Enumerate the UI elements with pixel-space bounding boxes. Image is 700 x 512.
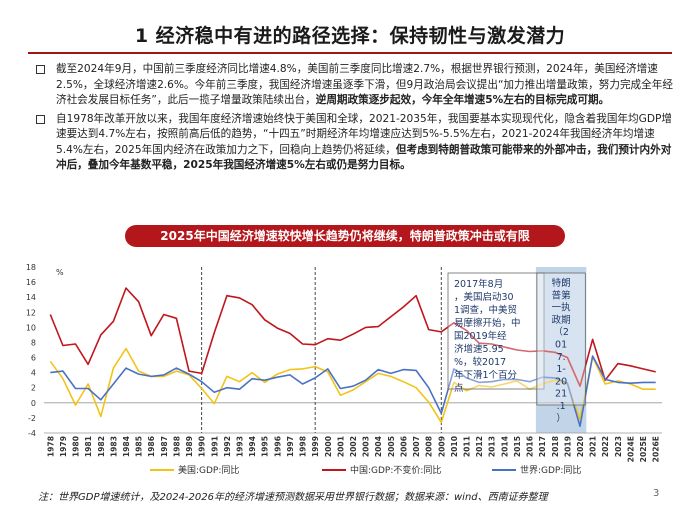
checkbox-icon bbox=[36, 65, 45, 74]
y-tick-label: 12 bbox=[26, 308, 36, 317]
x-tick-label: 1990 bbox=[198, 436, 207, 457]
bullet-1-bold: 逆周期政策逐步起效，今年全年增速5%左右的目标完成可期。 bbox=[315, 94, 610, 106]
x-tick-label: 2010 bbox=[450, 436, 459, 457]
checkbox-icon bbox=[36, 114, 45, 124]
page-number: 3 bbox=[653, 488, 660, 499]
trade-annotation-box bbox=[447, 272, 545, 390]
x-tick-label: 1987 bbox=[160, 436, 169, 457]
y-tick-label: 0 bbox=[31, 399, 36, 408]
x-tick-label: 2008 bbox=[425, 436, 434, 457]
x-tick-label: 1999 bbox=[311, 436, 320, 457]
x-tick-label: 2024E bbox=[626, 436, 635, 462]
x-tick-label: 2000 bbox=[324, 436, 333, 457]
x-tick-label: 1983 bbox=[109, 436, 118, 457]
chart-banner: 2025年中国经济增速较快增长趋势仍将继续，特朗普政策冲击或有限 bbox=[125, 225, 565, 247]
bullet-2: 自1978年改革开放以来，我国年度经济增速始终快于美国和全球，2021-2035… bbox=[34, 112, 674, 174]
x-tick-label: 2016 bbox=[526, 436, 535, 457]
x-tick-label: 1992 bbox=[223, 436, 232, 457]
x-tick-label: 2019 bbox=[563, 436, 572, 457]
x-tick-label: 2003 bbox=[362, 436, 371, 457]
x-tick-label: 2025E bbox=[639, 436, 648, 462]
x-tick-label: 1980 bbox=[72, 436, 81, 457]
x-tick-label: 1978 bbox=[46, 436, 55, 457]
y-tick-label: 4 bbox=[31, 369, 36, 378]
x-tick-label: 1984 bbox=[122, 436, 131, 457]
x-tick-label: 2014 bbox=[500, 436, 509, 457]
x-tick-label: 2018 bbox=[551, 436, 560, 457]
x-tick-label: 2022 bbox=[601, 436, 610, 457]
x-tick-label: 2012 bbox=[475, 436, 484, 457]
y-tick-label: 6 bbox=[31, 354, 36, 363]
x-tick-label: 2013 bbox=[488, 436, 497, 457]
x-tick-label: 1985 bbox=[135, 436, 144, 457]
x-tick-label: 2026E bbox=[652, 436, 661, 462]
x-tick-label: 2001 bbox=[336, 436, 345, 457]
x-tick-label: 1998 bbox=[299, 436, 308, 457]
x-tick-label: 2005 bbox=[387, 436, 396, 457]
x-tick-label: 1995 bbox=[261, 436, 270, 457]
y-tick-label: 18 bbox=[26, 263, 36, 272]
x-tick-label: 2002 bbox=[349, 436, 358, 457]
x-tick-label: 2021 bbox=[589, 436, 598, 457]
x-tick-label: 1979 bbox=[59, 436, 68, 457]
x-tick-label: 2009 bbox=[437, 436, 446, 457]
trade-annotation-text: 2017年8月，美国启动30 1调查，中美贸易摩擦开始，中国2019年经济增速5.… bbox=[454, 278, 521, 394]
series-line-world bbox=[50, 355, 656, 427]
source-note: 注：世界GDP增速统计，及2024-2026年的经济增速预测数据采用世界银行数据… bbox=[38, 492, 548, 503]
series-line-cn bbox=[49, 287, 656, 387]
x-tick-label: 2015 bbox=[513, 436, 522, 457]
bullet-1: 截至2024年9月，中国前三季度经济同比增速4.8%，美国前三季度同比增速2.7… bbox=[34, 62, 674, 109]
bullet-1-text: 截至2024年9月，中国前三季度经济同比增速4.8%，美国前三季度同比增速2.7… bbox=[56, 63, 673, 106]
x-tick-label: 1981 bbox=[84, 436, 93, 457]
x-tick-label: 1993 bbox=[235, 436, 244, 457]
trump-annotation-box bbox=[536, 272, 586, 406]
y-tick-label: -4 bbox=[28, 429, 36, 438]
x-tick-label: 1996 bbox=[273, 436, 282, 457]
x-tick-label: 2006 bbox=[399, 436, 408, 457]
page-title: 1 经济稳中有进的路径选择：保持韧性与激发潜力 bbox=[134, 25, 566, 47]
y-tick-label: 10 bbox=[26, 323, 36, 332]
x-tick-label: 1988 bbox=[172, 436, 181, 457]
x-tick-label: 1997 bbox=[286, 436, 295, 457]
y-tick-label: 16 bbox=[26, 278, 36, 287]
y-tick-label: -2 bbox=[28, 414, 36, 423]
y-unit-label: % bbox=[56, 268, 64, 277]
bullet-2-bold: 但考虑到特朗普政策可能带来的外部冲击，我们预计内外对冲后，叠加今年基数平稳，20… bbox=[56, 143, 672, 172]
x-tick-label: 2004 bbox=[374, 436, 383, 457]
y-tick-label: 14 bbox=[26, 293, 36, 302]
x-tick-label: 2023 bbox=[614, 436, 623, 457]
bullet-2-text: 自1978年改革开放以来，我国年度经济增速始终快于美国和全球，2021-2035… bbox=[56, 112, 672, 156]
x-tick-label: 2007 bbox=[412, 436, 421, 457]
x-tick-label: 1989 bbox=[185, 436, 194, 457]
x-tick-label: 2017 bbox=[538, 436, 547, 457]
y-tick-label: 8 bbox=[31, 338, 36, 347]
bullet-list: 截至2024年9月，中国前三季度经济同比增速4.8%，美国前三季度同比增速2.7… bbox=[34, 62, 674, 177]
legend-label-us: 美国:GDP:同比 bbox=[178, 464, 239, 476]
legend-label-world: 世界:GDP:同比 bbox=[520, 464, 581, 476]
gdp-growth-chart: -4 -2 0 2 4 6 8 10 12 14 16 18% 1978 1979 1980 1981 1982… bbox=[26, 263, 662, 476]
x-tick-label: 2020 bbox=[576, 436, 585, 457]
x-tick-label: 1994 bbox=[248, 436, 257, 457]
title-rule bbox=[28, 52, 672, 54]
x-tick-label: 1982 bbox=[97, 436, 106, 457]
x-tick-label: 1991 bbox=[210, 436, 219, 457]
trump-annotation-text: 特朗普第一执政期（2 01 7. 1-20 21.1） bbox=[552, 277, 572, 424]
y-tick-label: 2 bbox=[31, 384, 36, 393]
x-tick-label: 1986 bbox=[147, 436, 156, 457]
x-tick-label: 2011 bbox=[463, 436, 472, 457]
legend-label-cn: 中国:GDP:不变价:同比 bbox=[350, 464, 441, 476]
